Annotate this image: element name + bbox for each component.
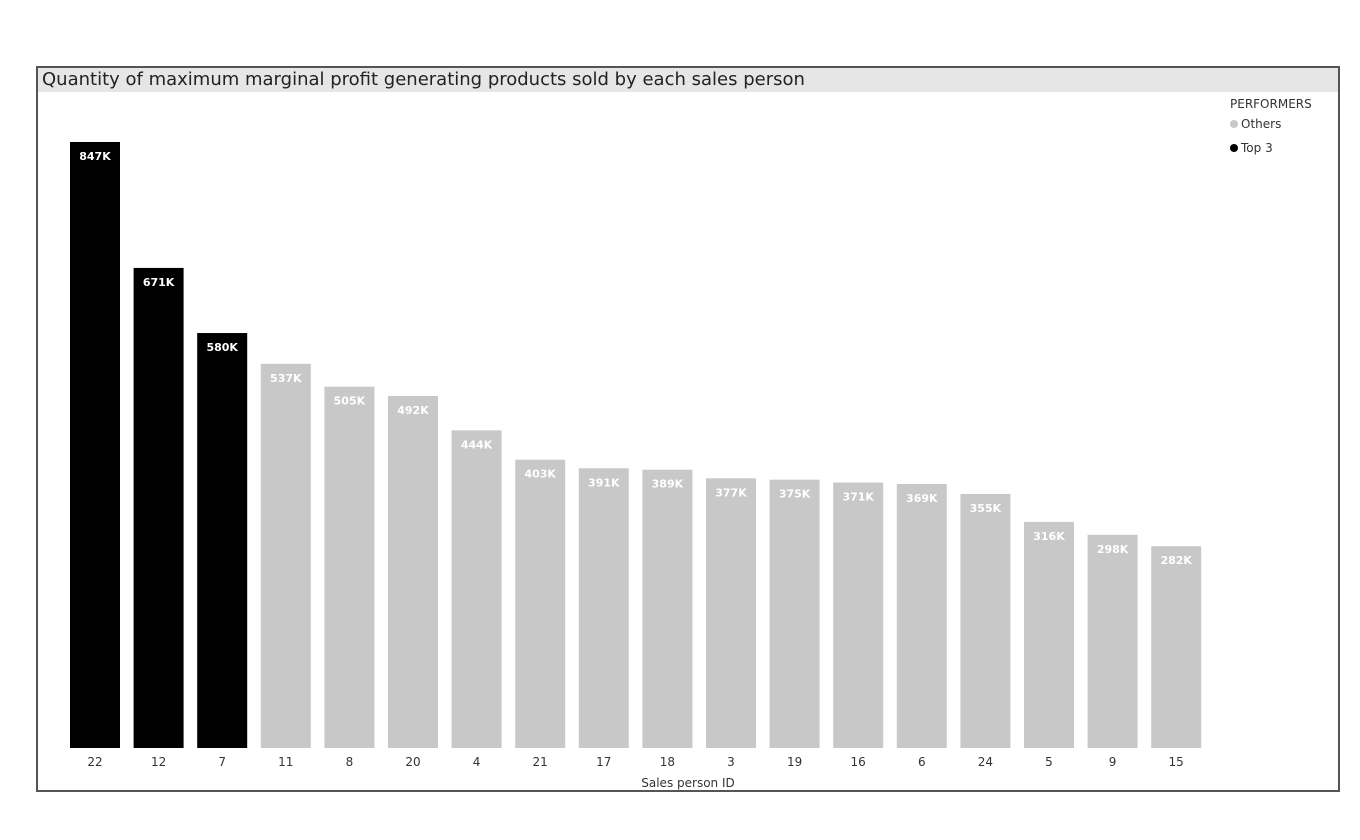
legend-label-others: Others: [1241, 117, 1282, 131]
x-tick-label-8: 8: [346, 755, 354, 769]
data-label-7: 580K: [206, 341, 238, 354]
x-tick-label-3: 3: [727, 755, 735, 769]
legend-dot-top3-icon: [1230, 144, 1238, 152]
x-tick-label-22: 22: [87, 755, 102, 769]
bar-chart-plot: 847K 22 671K 12 580K 7 537K 11 505K 8 492K 20 444K 4 4…: [70, 142, 1202, 769]
x-tick-label-7: 7: [218, 755, 226, 769]
bar-22[interactable]: [70, 142, 120, 748]
legend: PERFORMERS Others Top 3: [1230, 96, 1312, 164]
data-label-16: 371K: [842, 491, 874, 504]
data-label-19: 375K: [779, 488, 811, 501]
bar-18[interactable]: [642, 469, 693, 748]
legend-item-top3[interactable]: Top 3: [1230, 140, 1312, 156]
legend-item-others[interactable]: Others: [1230, 116, 1312, 132]
data-label-3: 377K: [715, 486, 747, 499]
x-tick-label-6: 6: [918, 755, 926, 769]
x-tick-label-5: 5: [1045, 755, 1053, 769]
data-label-18: 389K: [652, 478, 684, 491]
bar-9[interactable]: [1087, 534, 1138, 748]
data-label-24: 355K: [970, 502, 1002, 515]
legend-dot-others-icon: [1230, 120, 1238, 128]
data-label-9: 298K: [1097, 543, 1129, 556]
data-label-20: 492K: [397, 404, 429, 417]
bar-5[interactable]: [1024, 521, 1074, 748]
bar-24[interactable]: [960, 494, 1011, 748]
bar-17[interactable]: [578, 468, 629, 748]
data-label-21: 403K: [524, 468, 556, 481]
bar-16[interactable]: [833, 482, 884, 748]
chart-title-bar: Quantity of maximum marginal profit gene…: [38, 68, 1338, 92]
x-tick-label-9: 9: [1109, 755, 1117, 769]
bar-7[interactable]: [197, 333, 248, 748]
data-label-15: 282K: [1160, 554, 1192, 567]
x-tick-label-4: 4: [473, 755, 481, 769]
legend-title: PERFORMERS: [1230, 97, 1312, 111]
data-label-5: 316K: [1033, 530, 1065, 543]
data-label-8: 505K: [334, 395, 366, 408]
x-axis-title: Sales person ID: [641, 776, 735, 790]
chart-title: Quantity of maximum marginal profit gene…: [42, 69, 805, 90]
x-tick-label-17: 17: [596, 755, 611, 769]
bar-3[interactable]: [706, 478, 756, 748]
data-label-4: 444K: [461, 438, 493, 451]
data-label-12: 671K: [143, 276, 175, 289]
x-tick-label-15: 15: [1169, 755, 1184, 769]
bar-11[interactable]: [260, 363, 311, 748]
bar-20[interactable]: [388, 395, 438, 748]
bar-12[interactable]: [133, 267, 184, 748]
data-label-11: 537K: [270, 372, 302, 385]
x-tick-label-24: 24: [978, 755, 993, 769]
chart-visual: Quantity of maximum marginal profit gene…: [36, 66, 1340, 792]
legend-label-top3: Top 3: [1241, 141, 1273, 155]
data-label-6: 369K: [906, 492, 938, 505]
bar-15[interactable]: [1151, 546, 1202, 748]
x-tick-label-18: 18: [660, 755, 675, 769]
x-tick-label-20: 20: [405, 755, 420, 769]
data-label-22: 847K: [79, 150, 111, 163]
x-tick-label-21: 21: [533, 755, 548, 769]
x-tick-label-11: 11: [278, 755, 293, 769]
data-label-17: 391K: [588, 476, 620, 489]
bar-8[interactable]: [324, 386, 375, 748]
x-tick-label-16: 16: [851, 755, 866, 769]
bar-19[interactable]: [769, 479, 820, 748]
x-tick-label-19: 19: [787, 755, 802, 769]
bar-6[interactable]: [896, 483, 947, 748]
bar-4[interactable]: [451, 430, 502, 748]
bar-21[interactable]: [515, 459, 566, 748]
x-tick-label-12: 12: [151, 755, 166, 769]
